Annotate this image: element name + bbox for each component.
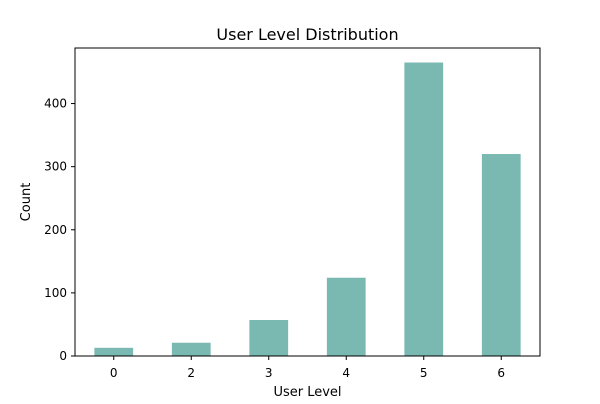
x-tick-label: 2	[187, 366, 195, 380]
y-axis-ticks: 0 100 200 300 400	[44, 97, 75, 363]
y-tick-label: 200	[44, 223, 67, 237]
y-tick-label: 100	[44, 286, 67, 300]
bars-group	[94, 62, 521, 357]
y-tick-label: 400	[44, 97, 67, 111]
y-tick-label: 0	[59, 349, 67, 363]
y-tick-label: 300	[44, 160, 67, 174]
bar-level-3	[249, 320, 289, 356]
bar-level-6	[481, 154, 521, 356]
x-axis-ticks: 0 2 3 4 5 6	[110, 356, 505, 380]
bar-level-2	[171, 342, 211, 356]
plot-frame	[74, 47, 541, 357]
x-tick-label: 4	[342, 366, 350, 380]
bar-level-4	[326, 277, 366, 356]
y-axis-label: Count	[19, 183, 34, 222]
x-tick-label: 6	[497, 366, 505, 380]
x-tick-label: 0	[110, 366, 118, 380]
chart-title: User Level Distribution	[216, 25, 398, 44]
x-axis-label: User Level	[273, 385, 341, 400]
bar-level-5	[404, 62, 444, 357]
x-tick-label: 3	[265, 366, 273, 380]
bar-level-0	[94, 347, 134, 356]
x-tick-label: 5	[420, 366, 428, 380]
